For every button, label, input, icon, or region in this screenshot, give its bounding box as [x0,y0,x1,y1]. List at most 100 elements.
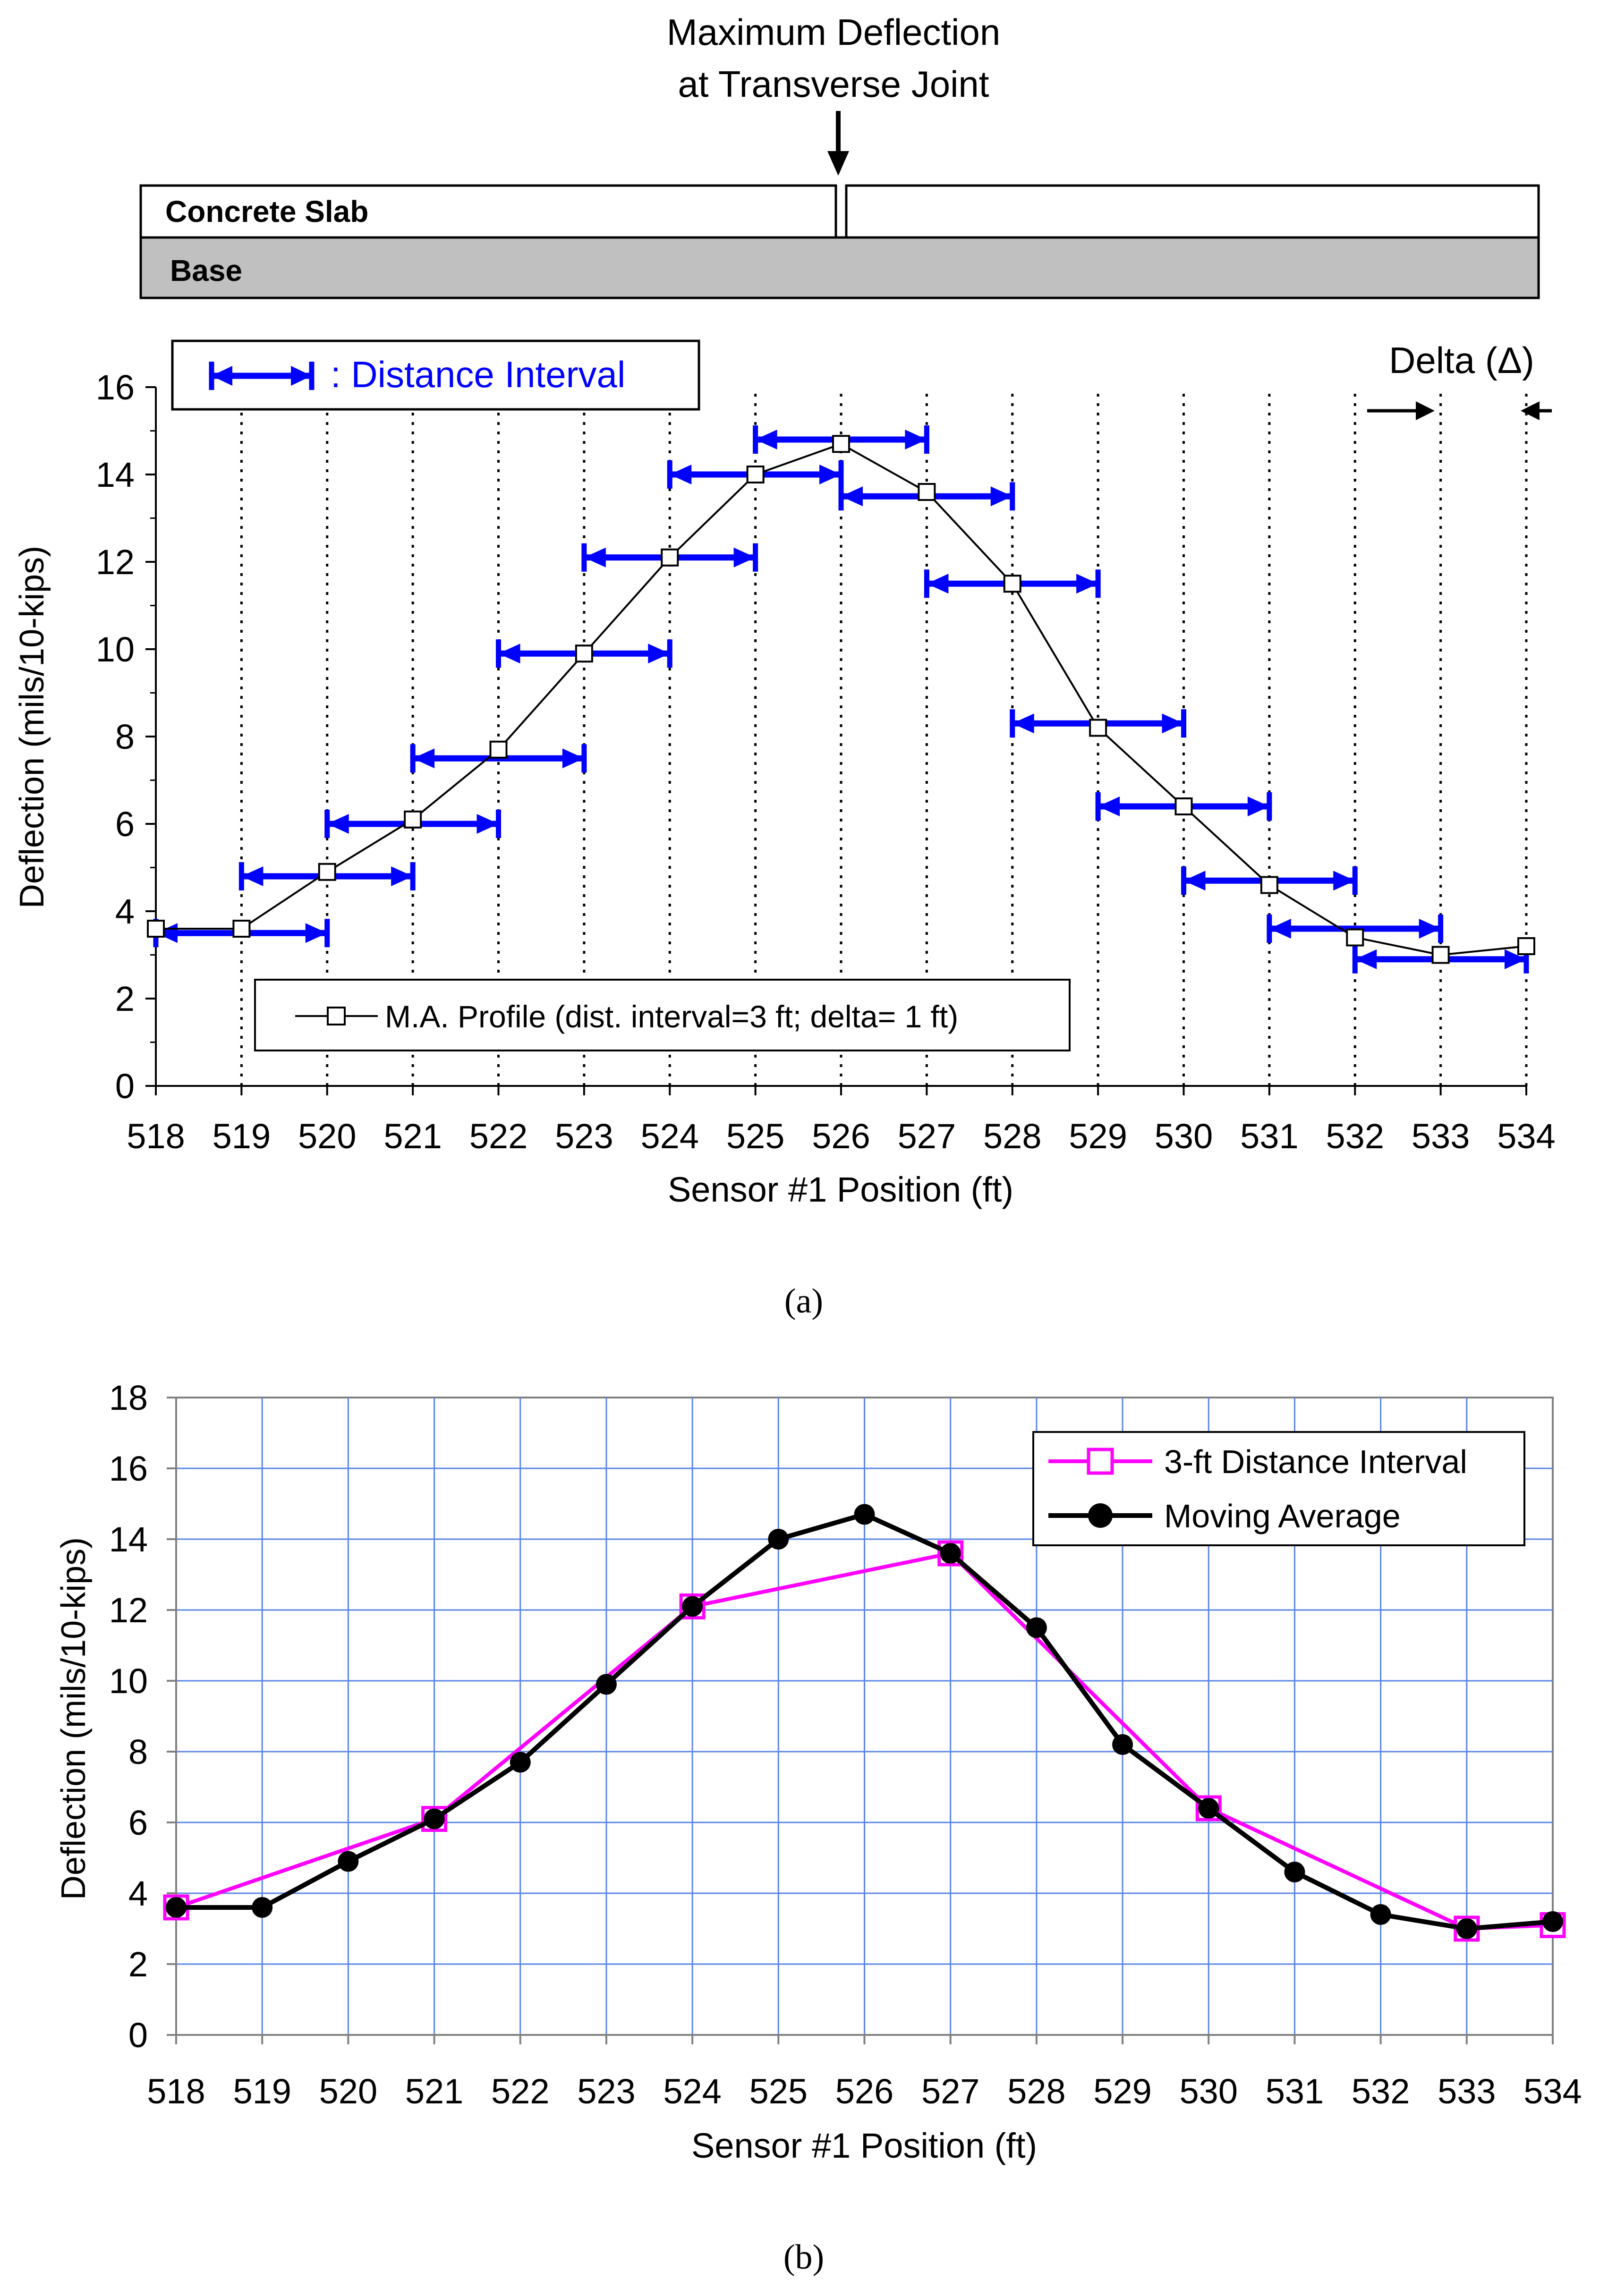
a-y-tick-label: 16 [96,368,135,407]
b-y-tick-label: 8 [128,1732,148,1771]
a-interval-arrowhead-left [1012,713,1034,734]
b-moving-average-point [424,1808,445,1830]
b-x-tick-label: 533 [1438,2072,1496,2111]
a-delta-label: Delta (Δ) [1389,339,1534,381]
a-x-tick-label: 525 [726,1117,784,1156]
a-ma-profile-point [746,466,765,483]
a-ma-profile-point [489,740,508,759]
a-interval-arrowhead-right [305,923,327,943]
a-delta-arrowhead-left [1416,401,1435,420]
b-x-tick-label: 518 [147,2072,205,2111]
b-grid [176,1398,1553,2035]
b-legend-marker-interval [1087,1448,1114,1475]
b-moving-average-point [596,1674,617,1695]
a-interval-arrowhead-right [1076,574,1098,594]
a-ma-profile-point [575,644,593,663]
a-x-tick-label: 521 [383,1117,442,1156]
b-y-tick-label: 12 [109,1591,148,1630]
a-interval-arrowhead-right [819,465,841,484]
b-y-tick-label: 2 [128,1945,148,1984]
a-ma-profile-series [147,435,1535,964]
a-x-tick-label: 522 [469,1117,527,1156]
b-moving-average-point [940,1543,961,1564]
b-x-tick-label: 523 [577,2072,635,2111]
b-x-ticks: 518 519 520 521 522 523 524 525 526 527 528 529 530 5… [147,2035,1582,2111]
chart-b: 0 2 4 6 8 10 12 14 16 18 518 519 520 521 522 523 524 525… [55,1378,1582,2277]
a-interval-arrowhead-right [1419,919,1441,939]
b-legend-box [1032,1431,1525,1546]
a-x-tick-label: 529 [1069,1117,1127,1156]
b-moving-average-point [1026,1617,1047,1638]
b-y-tick-label: 18 [109,1378,148,1417]
a-interval-legend-arrow-right [291,366,312,386]
a-interval-arrowhead-right [733,547,756,568]
a-interval-arrowhead-left [413,748,435,769]
b-moving-average-point [1284,1862,1305,1882]
a-x-tick-label: 533 [1412,1117,1470,1156]
a-ma-profile-point [318,863,336,881]
pavement-schematic: Concrete Slab Base [139,184,1540,299]
a-y-axis-label: Deflection (mils/10-kips) [13,546,51,908]
a-series-legend-label: M.A. Profile (dist. interval=3 ft; delta… [385,999,958,1034]
chart-a: 0 2 4 6 8 10 12 14 16 518 519 520 521 522 523 524 525 52… [13,339,1556,1321]
a-ma-profile-point [1517,937,1535,955]
a-x-tick-label: 532 [1326,1117,1384,1156]
a-x-tick-label: 528 [983,1117,1041,1156]
b-legend-label-ma: Moving Average [1164,1498,1401,1534]
a-x-tick-label: 519 [213,1117,271,1156]
b-y-tick-label: 0 [128,2016,148,2055]
a-y-tick-label: 8 [115,717,135,756]
a-interval-arrowhead-right [391,866,413,886]
a-interval-arrowhead-left [1355,949,1377,969]
a-interval-arrowhead-left [1183,871,1206,891]
b-x-tick-label: 526 [835,2072,893,2111]
b-series [163,1504,1566,1942]
b-y-tick-label: 10 [109,1661,148,1701]
a-y-tick-label: 0 [115,1067,135,1106]
a-interval-arrowhead-left [755,430,777,449]
b-series-moving-average [166,1504,1563,1939]
b-x-tick-label: 527 [921,2072,979,2111]
a-interval-arrowhead-left [584,547,606,568]
b-y-ticks: 0 2 4 6 8 10 12 14 16 18 [109,1378,176,2055]
b-x-tick-label: 525 [749,2072,808,2111]
a-ma-profile-point [1089,719,1107,737]
a-y-tick-label: 12 [96,542,135,582]
b-x-tick-label: 534 [1523,2072,1582,2111]
a-delta-annotation: Delta (Δ) [1367,339,1552,420]
a-ma-profile-point [1260,876,1278,894]
slab-label: Concrete Slab [165,195,368,229]
b-x-tick-label: 519 [233,2072,291,2111]
a-interval-arrowhead-left [327,814,349,834]
b-x-tick-label: 522 [491,2072,549,2111]
a-interval-arrowhead-right [476,814,499,834]
a-ma-profile-point [1346,928,1364,947]
b-moving-average-point [252,1897,273,1918]
a-x-ticks: 518 519 520 521 522 523 524 525 526 527 528 529 530 5… [127,1086,1556,1156]
b-moving-average-point [682,1596,703,1617]
a-y-ticks: 0 2 4 6 8 10 12 14 16 [96,368,156,1106]
a-interval-arrowhead-left [670,465,692,484]
a-interval-arrowhead-right [990,486,1012,507]
a-series-legend-marker [327,1007,346,1025]
b-moving-average-point [854,1504,875,1525]
a-distance-intervals [153,425,1529,974]
a-interval-arrowhead-right [1333,871,1355,891]
a-ma-profile-point [404,810,422,829]
a-y-tick-label: 4 [115,892,135,931]
b-y-tick-label: 16 [109,1449,148,1488]
a-interval-arrowhead-right [1162,713,1184,734]
a-ma-profile-point [918,483,936,501]
b-moving-average-point [1112,1734,1133,1755]
a-x-tick-label: 523 [555,1117,613,1156]
a-x-tick-label: 530 [1155,1117,1213,1156]
a-interval-arrowhead-left [498,644,520,664]
b-x-tick-label: 531 [1266,2072,1324,2111]
a-series-legend-box [254,979,1071,1051]
b-x-tick-label: 524 [663,2072,721,2111]
b-y-tick-label: 6 [128,1803,148,1842]
a-y-tick-label: 14 [96,455,135,494]
b-y-tick-label: 14 [109,1520,148,1559]
b-y-tick-label: 4 [128,1874,148,1913]
